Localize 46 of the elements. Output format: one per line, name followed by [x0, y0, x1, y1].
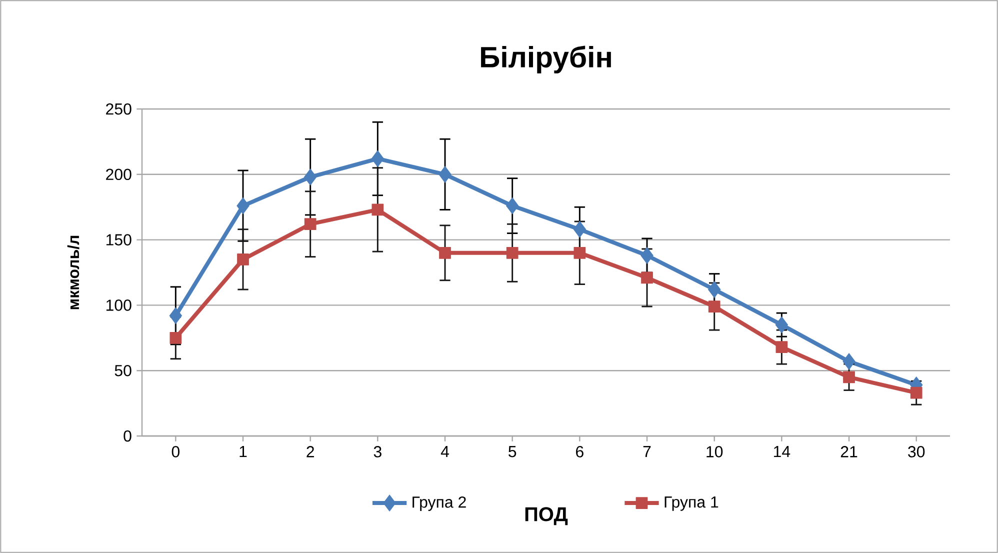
x-tick-label: 7 — [643, 446, 651, 458]
y-axis-title: мкмоль/л — [67, 236, 80, 310]
legend-label: Група 1 — [664, 496, 718, 511]
point — [910, 386, 922, 399]
x-tick-label: 10 — [706, 446, 723, 458]
x-axis-title: ПОД — [525, 507, 568, 526]
point — [573, 221, 586, 238]
point — [304, 168, 317, 186]
x-tick-label: 2 — [306, 446, 314, 458]
point — [304, 218, 316, 230]
point — [372, 204, 384, 216]
point — [170, 332, 182, 344]
y-tick-label: 150 — [106, 234, 132, 246]
point — [574, 246, 586, 259]
y-tick-label: 250 — [106, 103, 132, 115]
x-tick-label: 3 — [374, 446, 382, 458]
x-tick-label: 5 — [508, 446, 516, 458]
chart-title: Білірубін — [481, 46, 611, 74]
point — [776, 341, 788, 353]
point — [708, 281, 721, 298]
point — [640, 247, 654, 264]
legend-label: Група 2 — [412, 496, 466, 511]
point — [506, 246, 518, 259]
point — [506, 197, 519, 214]
y-tick-label: 0 — [124, 430, 132, 442]
x-tick-label: 30 — [908, 446, 925, 458]
point — [237, 253, 249, 266]
x-tick-label: 6 — [576, 446, 584, 458]
point — [708, 300, 720, 312]
point — [439, 246, 451, 259]
y-tick-label: 100 — [106, 300, 132, 311]
x-tick-label: 21 — [840, 446, 858, 458]
point — [169, 307, 182, 324]
x-tick-label: 4 — [440, 446, 449, 458]
point — [371, 150, 384, 168]
x-tick-label: 0 — [172, 446, 180, 458]
point — [775, 316, 788, 334]
point — [438, 166, 452, 183]
point — [236, 197, 250, 214]
point — [641, 272, 653, 284]
y-tick-label: 50 — [114, 364, 132, 376]
point — [842, 353, 856, 370]
point — [843, 371, 855, 384]
x-tick-label: 14 — [774, 446, 790, 458]
x-tick-label: 1 — [240, 446, 247, 458]
y-tick-label: 200 — [106, 168, 132, 180]
